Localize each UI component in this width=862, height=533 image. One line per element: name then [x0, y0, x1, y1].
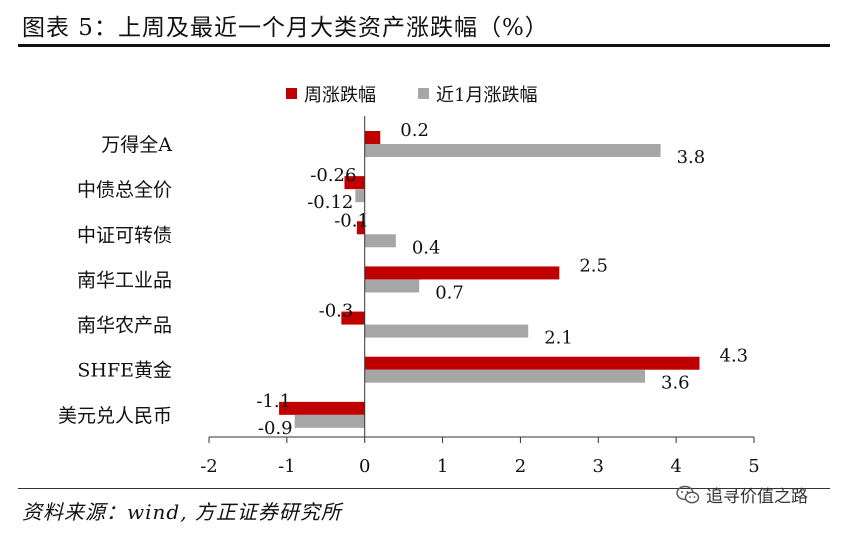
source-rule — [18, 488, 830, 489]
data-label-weekly: -0.3 — [319, 301, 354, 322]
bar-weekly — [279, 401, 365, 415]
data-label-monthly: 3.8 — [677, 147, 706, 168]
x-tick-label: 4 — [670, 456, 681, 477]
source-note: 资料来源：wind, 方正证券研究所 — [22, 500, 342, 524]
data-label-weekly: 4.3 — [720, 346, 749, 367]
data-label-monthly: 0.7 — [435, 282, 464, 303]
data-label-monthly: 0.4 — [412, 237, 441, 258]
bar-monthly — [364, 144, 661, 157]
watermark: 追寻价值之路 — [676, 482, 808, 507]
category-label: 中债总全价 — [77, 179, 172, 201]
bar-monthly — [294, 414, 365, 428]
legend: 周涨跌幅 近1月涨跌幅 — [286, 85, 537, 106]
data-label-weekly: 2.5 — [579, 255, 608, 276]
x-tick-label: -1 — [278, 456, 296, 477]
bars — [279, 131, 700, 428]
legend-label-1: 周涨跌幅 — [304, 85, 376, 106]
category-label: 中证可转债 — [77, 224, 172, 246]
bar-monthly — [364, 369, 645, 383]
category-label: 南华工业品 — [77, 269, 172, 291]
bar-monthly — [355, 189, 365, 203]
x-tick-label: 0 — [359, 456, 370, 477]
watermark-text: 追寻价值之路 — [706, 487, 808, 507]
category-label: SHFE黄金 — [77, 360, 172, 382]
bar-weekly — [356, 221, 365, 235]
bar-monthly — [364, 279, 420, 293]
bar-weekly — [364, 266, 560, 280]
data-label-monthly: 3.6 — [661, 373, 690, 394]
data-label-weekly: -0.26 — [310, 165, 356, 186]
data-label-weekly: 0.2 — [400, 120, 429, 141]
category-label: 美元兑人民币 — [58, 405, 172, 427]
bar-weekly — [364, 131, 381, 144]
legend-swatch-1 — [286, 88, 297, 99]
x-tick-label: 5 — [748, 456, 759, 477]
x-tick-label: 1 — [437, 456, 448, 477]
axes: -2 -1 0 1 2 3 4 5 — [200, 116, 760, 477]
data-label-monthly: -0.9 — [258, 418, 293, 439]
x-tick-label: 2 — [515, 456, 526, 477]
data-labels: 0.2 3.8 -0.26 -0.12-0.1 0.4 2.5 0.7 -0.3 2.1 4.3 3… — [256, 120, 748, 439]
bar-weekly — [341, 311, 365, 325]
x-tick-label: 3 — [593, 456, 604, 477]
data-label-weekly: -0.1 — [334, 210, 369, 231]
legend-swatch-2 — [418, 88, 429, 99]
data-label-monthly: -0.12 — [307, 192, 353, 213]
bar-weekly — [344, 176, 365, 190]
wechat-icon — [676, 485, 700, 503]
data-label-monthly: 2.1 — [544, 328, 573, 349]
x-tick-label: -2 — [200, 456, 218, 477]
bar-weekly — [364, 356, 700, 370]
category-label: 万得全A — [101, 134, 172, 156]
title-rule — [18, 44, 830, 47]
legend-label-2: 近1月涨跌幅 — [436, 85, 537, 106]
bar-monthly — [364, 234, 396, 248]
data-label-weekly: -1.1 — [256, 391, 291, 412]
category-label: 南华农产品 — [77, 315, 172, 337]
chart-title: 图表 5：上周及最近一个月大类资产涨跌幅（%） — [22, 15, 549, 41]
bar-monthly — [364, 324, 529, 338]
